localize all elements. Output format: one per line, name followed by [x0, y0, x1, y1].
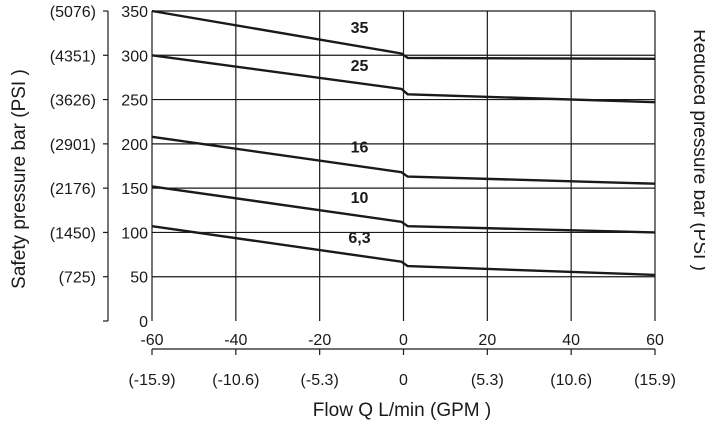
x-tick-label: -60	[140, 332, 163, 349]
x-tick-label-gpm: 0	[399, 372, 408, 389]
x-tick-label: -20	[308, 332, 331, 349]
series-line-35	[151, 9, 656, 60]
x-tick-label: -40	[224, 332, 247, 349]
series-label-25: 25	[351, 58, 369, 75]
y-tick-label: 200	[121, 137, 148, 154]
y-axis-title-left: Safety pressure bar (PSI )	[9, 69, 30, 289]
y-tick-label: 250	[121, 93, 148, 110]
x-tick-label: 60	[646, 332, 664, 349]
y-axis-title-right: Reduced pressure bar (PSI )	[689, 29, 705, 271]
y-tick-label-psi: (3626)	[50, 93, 96, 110]
y-tick-label-psi: (4351)	[50, 48, 96, 65]
x-tick-label-gpm: (-5.3)	[301, 372, 339, 389]
y-tick-label-psi: (2176)	[50, 181, 96, 198]
curve-layer	[151, 9, 656, 277]
series-line-16	[151, 135, 656, 185]
y-tick-label: 100	[121, 225, 148, 242]
y-tick-label-psi: (725)	[59, 270, 96, 287]
label-layer: 35 25 16 10 6,3	[348, 20, 370, 247]
y-tick-label-psi: (1450)	[50, 225, 96, 242]
series-line-6-3	[151, 225, 656, 277]
x-tick-label: 0	[399, 332, 408, 349]
series-line-25	[151, 54, 656, 104]
x-axis-title: Flow Q L/min (GPM )	[313, 400, 491, 421]
y-tick-label: 0	[139, 314, 148, 331]
y-tick-label: 350	[121, 4, 148, 21]
x-tick-label-gpm: (-15.9)	[128, 372, 175, 389]
x-tick-label-gpm: (5.3)	[471, 372, 504, 389]
y-tick-label: 150	[121, 181, 148, 198]
x-tick-label-gpm: (10.6)	[550, 372, 592, 389]
series-label-16: 16	[351, 140, 369, 157]
y-tick-label-psi: (5076)	[50, 4, 96, 21]
series-label-35: 35	[351, 20, 369, 37]
y-tick-label-psi: (2901)	[50, 137, 96, 154]
x-tick-label: 40	[562, 332, 580, 349]
y-tick-label: 300	[121, 48, 148, 65]
axis-layer: 050(725)100(1450)150(2176)200(2901)250(3…	[50, 4, 676, 389]
x-tick-label-gpm: (-10.6)	[212, 372, 259, 389]
x-tick-label-gpm: (15.9)	[634, 372, 676, 389]
y-tick-label: 50	[130, 270, 148, 287]
series-label-6-3: 6,3	[348, 230, 370, 247]
series-label-10: 10	[351, 190, 369, 207]
x-tick-label: 20	[478, 332, 496, 349]
series-line-10	[151, 185, 656, 234]
